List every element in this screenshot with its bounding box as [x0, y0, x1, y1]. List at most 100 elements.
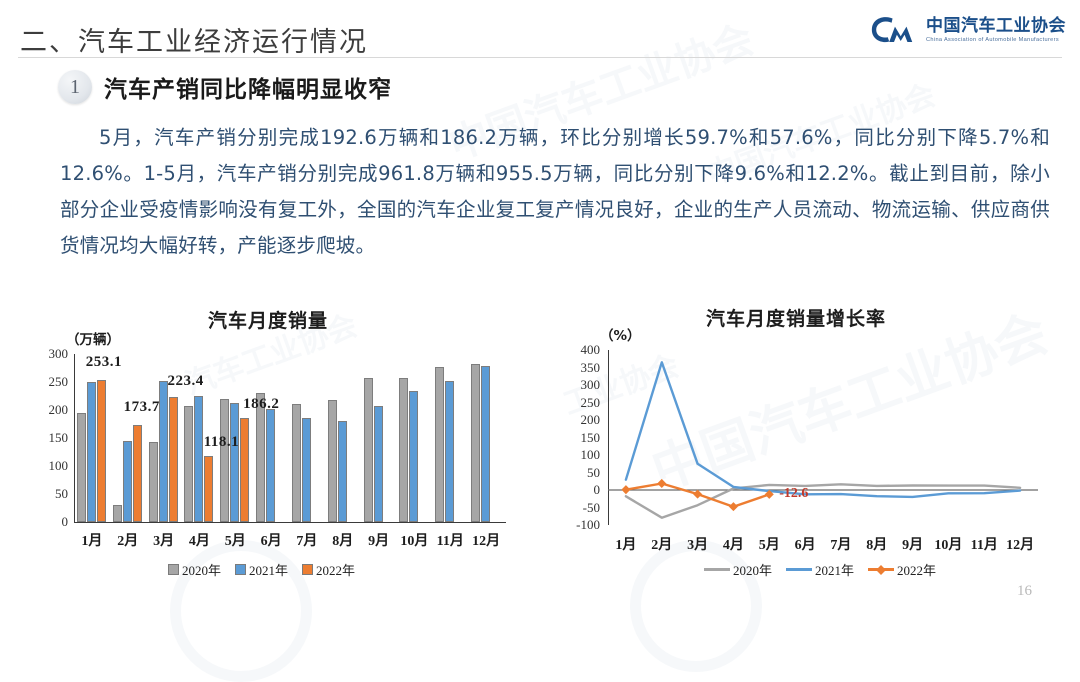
bar-2020年-1月 — [76, 413, 86, 522]
y-tick-label: 300 — [48, 346, 69, 361]
legend-item-2021年[interactable]: 2021年 — [235, 560, 288, 579]
y-tick-label: -50 — [582, 499, 600, 515]
legend-label: 2022年 — [316, 563, 356, 578]
legend-label: 2020年 — [733, 563, 773, 578]
y-tick-label: 50 — [587, 464, 600, 480]
line-marker — [693, 489, 703, 499]
legend-item-2020年[interactable]: 2020年 — [168, 560, 221, 579]
line-series-2021年 — [624, 361, 1022, 499]
bar-chart-plot-area: 253.1 173.7 223.4 118.1 186.2 — [74, 354, 504, 522]
bar-2020年-5月 — [220, 399, 230, 522]
bar-value-label: 186.2 — [243, 395, 280, 412]
x-tick-label: 5月 — [758, 538, 780, 553]
x-tick-label: 8月 — [332, 534, 354, 549]
x-tick-label: 3月 — [687, 538, 709, 553]
y-tick-label: 200 — [48, 402, 69, 417]
y-axis-unit-label: （万辆） — [66, 332, 120, 348]
header-divider — [18, 57, 1062, 58]
line-series-2020年 — [624, 483, 1022, 519]
x-tick-label: 11月 — [970, 538, 998, 553]
chart-title: 汽车月度销量增长率 — [706, 308, 887, 330]
line-chart-plot-area: -12.6 — [608, 350, 1038, 525]
x-tick-label: 6月 — [794, 538, 816, 553]
bar-2020年-11月 — [435, 366, 445, 522]
legend-item-2022年[interactable]: 2022年 — [302, 560, 355, 579]
bar-2020年-12月 — [471, 363, 481, 522]
x-tick-label: 7月 — [830, 538, 852, 553]
x-tick-label: 11月 — [436, 534, 464, 549]
x-tick-label: 3月 — [153, 534, 175, 549]
x-tick-label: 10月 — [400, 534, 429, 549]
bar-2020年-2月 — [112, 504, 122, 522]
chart-title: 汽车月度销量 — [208, 310, 329, 332]
organization-logo: 中国汽车工业协会 China Association of Automobile… — [870, 10, 1066, 50]
bar-2020年-10月 — [399, 377, 409, 522]
y-tick-label: 200 — [580, 412, 601, 427]
line-marker — [657, 478, 667, 488]
legend-item-2020年[interactable]: 2020年 — [704, 560, 772, 579]
bar-2022年-2月 — [132, 424, 142, 522]
bar-value-label: 118.1 — [203, 433, 240, 450]
bar-group — [363, 354, 394, 522]
bar-value-label: 253.1 — [85, 354, 123, 371]
bar-group — [112, 354, 143, 522]
bar-2021年-6月 — [266, 409, 276, 522]
y-tick-label: 150 — [48, 430, 69, 445]
x-tick-label: 12月 — [472, 534, 501, 549]
legend-label: 2021年 — [815, 563, 855, 578]
bar-2021年-10月 — [409, 391, 419, 522]
bar-value-label: 223.4 — [167, 372, 204, 389]
legend-swatch-icon — [302, 564, 314, 575]
x-tick-label: 12月 — [1006, 538, 1035, 553]
legend-item-2022年[interactable]: 2022年 — [868, 560, 936, 579]
page-number: 16 — [1017, 583, 1032, 599]
bar-2022年-4月 — [204, 455, 214, 522]
bar-group — [256, 354, 286, 522]
x-tick-label: 4月 — [188, 534, 210, 549]
bar-2020年-7月 — [291, 403, 301, 522]
legend-label: 2022年 — [897, 563, 937, 578]
bar-group — [184, 354, 214, 522]
bar-group — [76, 354, 107, 522]
bar-chart-y-axis — [74, 354, 75, 522]
x-tick-label: 1月 — [615, 538, 637, 553]
bar-2021年-9月 — [373, 406, 383, 522]
x-tick-label: 2月 — [651, 538, 673, 553]
bar-group — [399, 354, 429, 522]
logo-chinese-name: 中国汽车工业协会 — [926, 15, 1066, 36]
y-tick-label: -100 — [576, 517, 600, 532]
section-number-badge: 1 — [58, 70, 92, 104]
legend-item-2021年[interactable]: 2021年 — [786, 560, 854, 579]
x-tick-label: 6月 — [260, 534, 282, 549]
subheading-row: 1 汽车产销同比降幅明显收窄 — [58, 66, 392, 108]
x-tick-label: 8月 — [866, 538, 888, 553]
line-chart-y-axis — [608, 350, 609, 525]
body-paragraph: 5月，汽车产销分别完成192.6万辆和186.2万辆，环比分别增长59.7%和5… — [60, 126, 1050, 257]
legend-line-icon — [786, 568, 813, 571]
bar-chart-x-axis — [74, 522, 506, 523]
bar-2021年-3月 — [158, 380, 168, 522]
legend-line-icon — [868, 564, 895, 575]
y-tick-label: 0 — [593, 482, 601, 497]
bar-2021年-12月 — [481, 365, 491, 522]
bar-2020年-3月 — [148, 441, 158, 522]
section-heading: 汽车产销同比降幅明显收窄 — [104, 77, 392, 103]
legend-swatch-icon — [168, 564, 179, 575]
y-tick-label: 50 — [55, 486, 68, 501]
line-chart-svg — [608, 361, 1038, 519]
chart-monthly-sales-growth: 汽车月度销量增长率 （%） -100 -50 0 50 100 150 200 250 300 3… — [556, 302, 1066, 598]
legend-marker-icon — [876, 564, 886, 575]
logo-english-name: China Association of Automobile Manufact… — [926, 37, 1059, 44]
y-tick-label: 350 — [580, 359, 601, 375]
chart-monthly-sales: 汽车月度销量 （万辆） 0 50 100 150 200 250 300 1月 2月 3月 4月 5… — [18, 302, 518, 598]
y-tick-label: 300 — [580, 377, 601, 392]
bar-group — [471, 354, 501, 522]
bar-group — [291, 354, 322, 522]
bar-2020年-6月 — [256, 393, 266, 522]
x-tick-label: 1月 — [81, 534, 103, 549]
legend-line-icon — [704, 568, 730, 571]
bar-value-label: 173.7 — [123, 398, 160, 415]
line-chart-legend: 2020年 2021年 2022年 — [704, 560, 936, 579]
x-tick-label: 7月 — [296, 534, 318, 549]
x-tick-label: 9月 — [368, 534, 390, 549]
